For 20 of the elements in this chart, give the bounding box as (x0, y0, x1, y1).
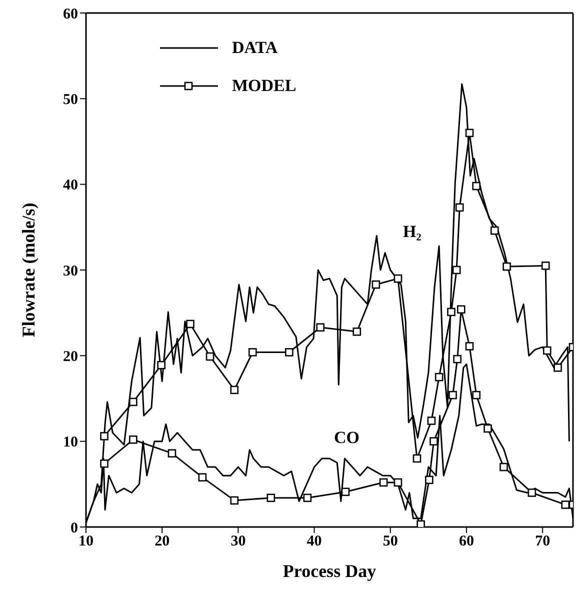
x-tick-label: 40 (306, 534, 322, 550)
x-tick-label: 20 (154, 534, 170, 550)
y-tick-label: 40 (63, 178, 78, 194)
y-tick-label: 60 (63, 6, 78, 22)
x-tick-label: 70 (535, 534, 550, 550)
y-axis-title: Flowrate (mole/s) (18, 202, 38, 338)
x-tick-label: 60 (458, 534, 474, 550)
legend-label: MODEL (232, 76, 296, 96)
x-tick-label: 30 (230, 534, 246, 550)
x-axis-title: Process Day (282, 561, 376, 581)
annotation: H₂ (403, 222, 422, 242)
y-tick-label: 10 (63, 434, 78, 451)
y-tick-label: 0 (70, 520, 78, 536)
x-tick-label: 50 (382, 534, 398, 550)
x-tick-label: 10 (78, 534, 94, 550)
annotation: CO (334, 428, 360, 448)
legend-label: DATA (232, 38, 278, 58)
y-tick-label: 20 (63, 348, 78, 365)
y-tick-label: 30 (63, 263, 78, 280)
y-tick-label: 50 (63, 92, 78, 108)
